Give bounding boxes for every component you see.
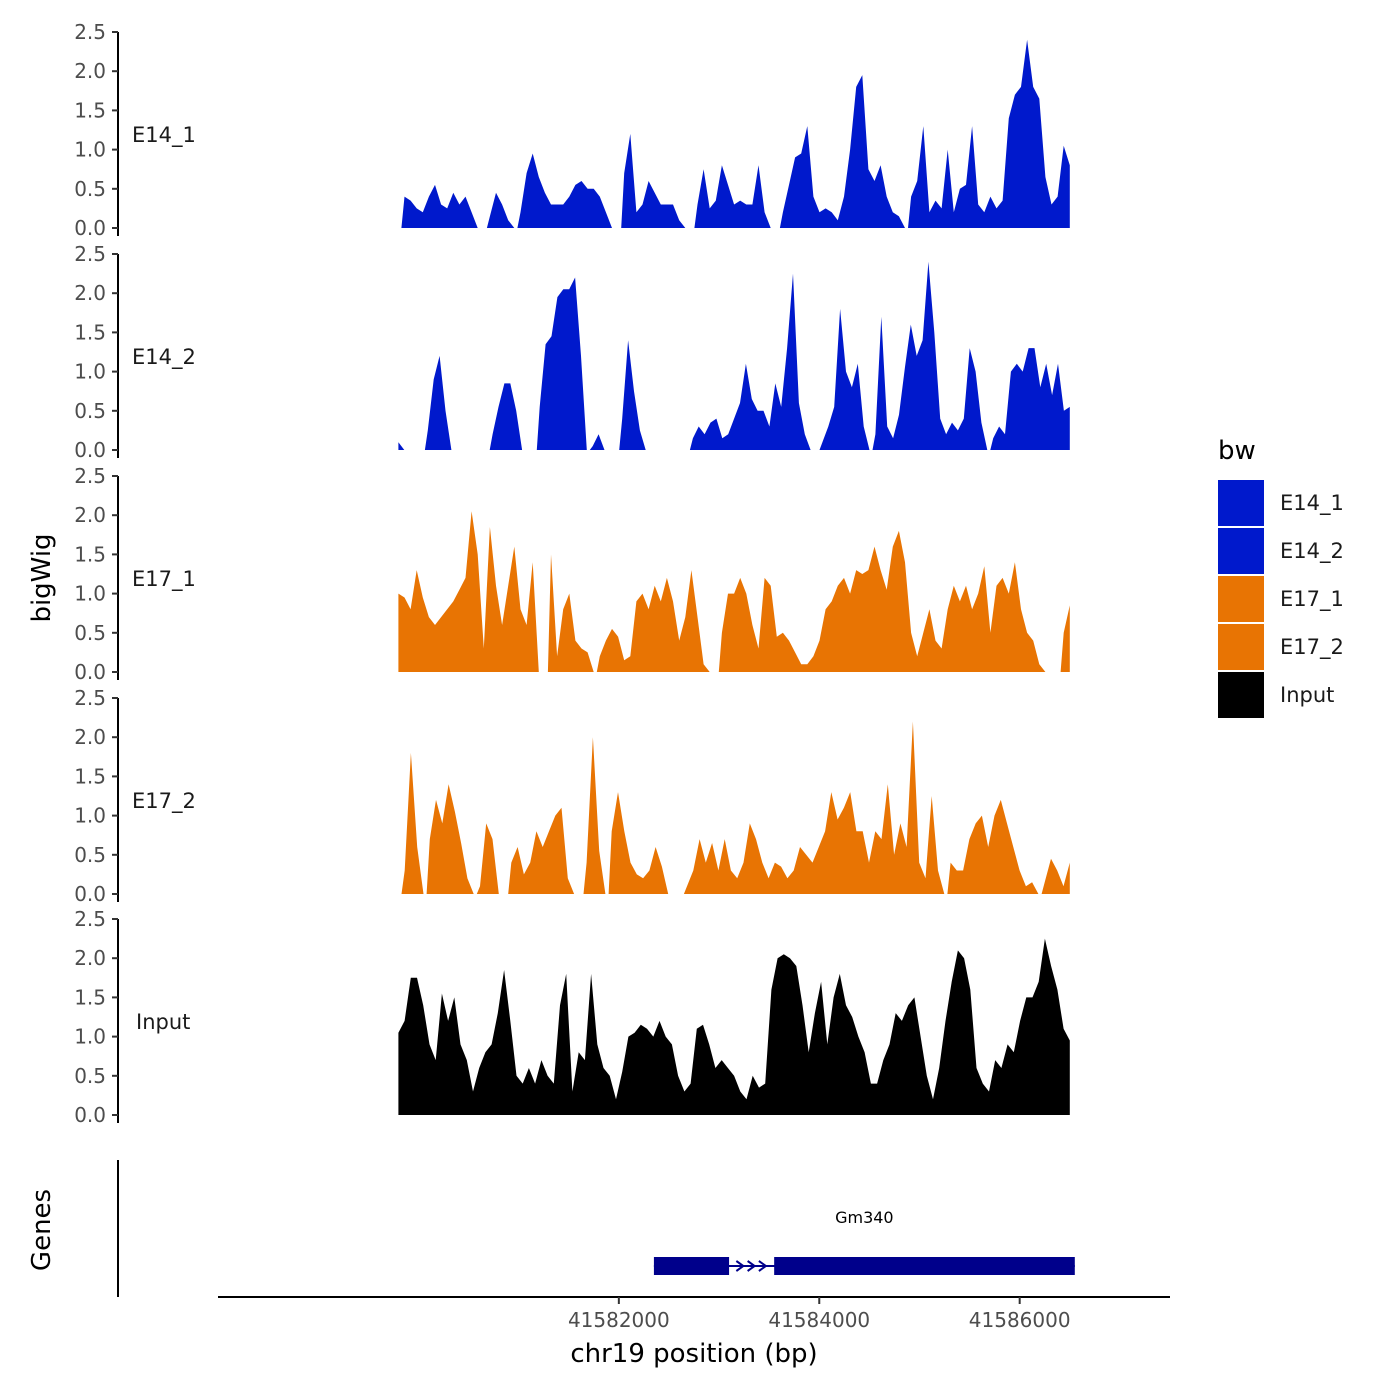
track-label: E17_2: [132, 789, 196, 814]
track-e17_2: 0.0 0.5 1.0 1.5 2.0 2.5 E17_2: [74, 686, 1070, 906]
legend-swatch: [1218, 480, 1264, 526]
track-label: E14_2: [132, 345, 196, 370]
y-tick-label: 1.5: [74, 98, 106, 122]
genes-axis-title: Genes: [27, 1189, 57, 1271]
x-axis-title: chr19 position (bp): [570, 1339, 817, 1369]
y-tick-label: 2.5: [74, 242, 106, 266]
legend-label: E14_1: [1280, 491, 1344, 516]
y-tick-label: 0.5: [74, 399, 106, 423]
track-label: E14_1: [132, 123, 196, 148]
gene-exon: [774, 1257, 1075, 1275]
signal-area-input: [398, 938, 1070, 1115]
y-tick-label: 2.0: [74, 503, 106, 527]
y-tick-label: 0.5: [74, 1064, 106, 1088]
y-tick-label: 0.0: [74, 216, 106, 240]
y-tick-label: 0.5: [74, 621, 106, 645]
y-tick-label: 2.0: [74, 725, 106, 749]
y-tick-label: 1.5: [74, 764, 106, 788]
legend-entry-e17_1: E17_1: [1218, 576, 1344, 622]
legend-entry-e14_2: E14_2: [1218, 528, 1344, 574]
y-tick-label: 2.0: [74, 281, 106, 305]
y-tick-label: 2.5: [74, 20, 106, 44]
signal-tracks: 0.0 0.5 1.0 1.5 2.0 2.5 E14_1 0.0 0.5 1.0 1.5 2.0 2.…: [74, 20, 1070, 1127]
y-tick-label: 2.5: [74, 464, 106, 488]
y-tick-label: 0.5: [74, 177, 106, 201]
y-tick-label: 0.0: [74, 438, 106, 462]
y-tick-label: 1.0: [74, 138, 106, 162]
y-tick-label: 2.0: [74, 946, 106, 970]
legend-label: E17_1: [1280, 587, 1344, 612]
y-tick-label: 1.5: [74, 320, 106, 344]
legend-entry-e17_2: E17_2: [1218, 624, 1344, 670]
legend-label: E14_2: [1280, 539, 1344, 564]
legend-entry-input: Input: [1218, 672, 1334, 718]
y-tick-label: 1.0: [74, 360, 106, 384]
y-axis-title: bigWig: [27, 533, 57, 622]
track-input: 0.0 0.5 1.0 1.5 2.0 2.5 Input: [74, 907, 1070, 1127]
x-tick-label: 41584000: [768, 1308, 870, 1332]
track-e17_1: 0.0 0.5 1.0 1.5 2.0 2.5 E17_1: [74, 464, 1070, 684]
y-tick-label: 2.0: [74, 59, 106, 83]
y-tick-label: 0.0: [74, 660, 106, 684]
legend-label: Input: [1280, 683, 1334, 707]
y-tick-label: 1.0: [74, 804, 106, 828]
signal-area-e17_2: [401, 721, 1070, 894]
x-tick-label: 41586000: [969, 1308, 1071, 1332]
track-label: E17_1: [132, 567, 196, 592]
x-axis: 41582000 41584000 41586000: [218, 1296, 1170, 1332]
x-tick-label: 41582000: [568, 1308, 670, 1332]
gene-track: Gm340: [117, 1160, 1075, 1297]
gene-name-label: Gm340: [835, 1208, 894, 1227]
legend: bw E14_1 E14_2 E17_1 E17_2 Input: [1218, 436, 1344, 718]
y-tick-label: 2.5: [74, 686, 106, 710]
y-tick-label: 2.5: [74, 907, 106, 931]
y-tick-label: 1.5: [74, 985, 106, 1009]
y-tick-label: 1.0: [74, 1025, 106, 1049]
track-label: Input: [136, 1010, 190, 1034]
legend-label: E17_2: [1280, 635, 1344, 660]
legend-swatch: [1218, 672, 1264, 718]
signal-area-e14_1: [401, 39, 1070, 228]
track-e14_1: 0.0 0.5 1.0 1.5 2.0 2.5 E14_1: [74, 20, 1070, 240]
y-tick-label: 1.5: [74, 542, 106, 566]
strand-arrow: [747, 1260, 757, 1272]
legend-entry-e14_1: E14_1: [1218, 480, 1344, 526]
y-tick-label: 0.0: [74, 882, 106, 906]
gene-exon: [653, 1257, 730, 1275]
track-e14_2: 0.0 0.5 1.0 1.5 2.0 2.5 E14_2: [74, 242, 1070, 462]
y-tick-label: 0.0: [74, 1103, 106, 1127]
legend-title: bw: [1218, 436, 1256, 466]
strand-arrow: [735, 1260, 746, 1272]
legend-swatch: [1218, 576, 1264, 622]
legend-swatch: [1218, 528, 1264, 574]
signal-area-e14_2: [398, 261, 1070, 450]
legend-swatch: [1218, 624, 1264, 670]
y-tick-label: 0.5: [74, 843, 106, 867]
signal-area-e17_1: [398, 511, 1070, 672]
y-tick-label: 1.0: [74, 582, 106, 606]
strand-arrow: [758, 1260, 768, 1272]
